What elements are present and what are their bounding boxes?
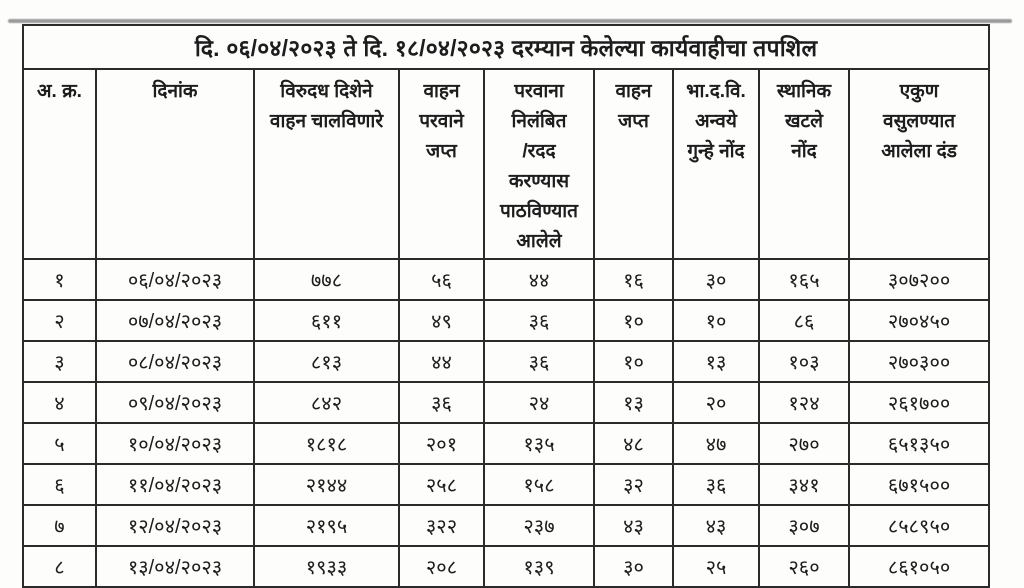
- cell-licenses-sent-for-suspension: १३५: [483, 422, 595, 465]
- cell-date: ०८/०४/२०२३: [95, 340, 255, 383]
- cell-licenses-sent-for-suspension: १३९: [483, 545, 595, 588]
- cell-total-fine-recovered: ६५१३५०: [847, 422, 991, 465]
- table-row: ७ १२/०४/२०२३ २१९५ ३२२ २३७ ४३ ४३ ३०७ ८५८९५०: [22, 504, 991, 547]
- cell-date: ०६/०४/२०२३: [95, 258, 255, 301]
- column-header-local-cases-registered: स्थानिक खटले नोंद: [758, 68, 850, 260]
- cell-date: ०९/०४/२०२३: [95, 381, 255, 424]
- cell-serial-no: ७: [22, 504, 97, 547]
- cell-local-cases-registered: १२४: [758, 381, 850, 424]
- column-header-serial-no: अ. क्र.: [22, 68, 97, 260]
- cell-date: ०७/०४/२०२३: [95, 299, 255, 342]
- cell-wrong-side-driving: २१४४: [253, 463, 400, 506]
- cell-local-cases-registered: ८६: [758, 299, 850, 342]
- cell-serial-no: ८: [22, 545, 97, 588]
- cell-ipc-cases-registered: २५: [672, 545, 760, 588]
- cell-licenses-seized: २०१: [398, 422, 485, 465]
- cell-vehicles-seized: ४८: [593, 422, 674, 465]
- cell-local-cases-registered: ३४१: [758, 463, 850, 506]
- cell-serial-no: ४: [22, 381, 97, 424]
- table-row: ४ ०९/०४/२०२३ ८४२ ३६ २४ १३ २० १२४ २६१७००: [22, 381, 991, 424]
- cell-serial-no: ५: [22, 422, 97, 465]
- cell-ipc-cases-registered: ४३: [672, 504, 760, 547]
- cell-licenses-seized: २०८: [398, 545, 485, 588]
- cell-local-cases-registered: २६०: [758, 545, 850, 588]
- column-header-ipc-cases-registered: भा.द.वि. अन्वये गुन्हे नोंद: [672, 68, 760, 260]
- cell-vehicles-seized: १३: [593, 381, 674, 424]
- column-header-licenses-sent-for-suspension: परवाना निलंबित /रदद करण्यास पाठविण्यात आ…: [483, 68, 595, 260]
- cell-licenses-sent-for-suspension: २३७: [483, 504, 595, 547]
- column-header-licenses-seized: वाहन परवाने जप्त: [398, 68, 485, 260]
- enforcement-report-table: दि. ०६/०४/२०२३ ते दि. १८/०४/२०२३ दरम्यान…: [21, 24, 991, 588]
- table-row: ३ ०८/०४/२०२३ ८१३ ४४ ३६ १० १३ १०३ २७०३००: [22, 340, 991, 383]
- cell-local-cases-registered: ३०७: [758, 504, 850, 547]
- title-row: दि. ०६/०४/२०२३ ते दि. १८/०४/२०२३ दरम्यान…: [21, 24, 991, 70]
- cell-vehicles-seized: ४३: [593, 504, 674, 547]
- cell-licenses-sent-for-suspension: ३६: [483, 340, 595, 383]
- cell-ipc-cases-registered: १३: [672, 340, 760, 383]
- cell-total-fine-recovered: ३०७२००: [847, 258, 991, 301]
- cell-total-fine-recovered: ६७१५००: [847, 463, 991, 506]
- cell-vehicles-seized: १०: [593, 340, 674, 383]
- table-row: ८ १३/०४/२०२३ १९३३ २०८ १३९ ३० २५ २६० ८६१०५०: [22, 545, 991, 588]
- cell-vehicles-seized: ३०: [593, 545, 674, 588]
- cell-licenses-sent-for-suspension: १५८: [483, 463, 595, 506]
- column-header-wrong-side-driving: विरुदध दिशेने वाहन चालविणारे: [253, 68, 400, 260]
- cell-total-fine-recovered: २६१७००: [847, 381, 991, 424]
- cell-wrong-side-driving: १९३३: [253, 545, 400, 588]
- column-header-date: दिनांक: [95, 68, 255, 260]
- cell-date: ११/०४/२०२३: [95, 463, 255, 506]
- cell-wrong-side-driving: १८१८: [253, 422, 400, 465]
- cell-local-cases-registered: १६५: [758, 258, 850, 301]
- table-row: १ ०६/०४/२०२३ ७७८ ५६ ४४ १६ ३० १६५ ३०७२००: [22, 258, 991, 301]
- cell-licenses-seized: २५८: [398, 463, 485, 506]
- cell-total-fine-recovered: २७०४५०: [847, 299, 991, 342]
- header-row: अ. क्र. दिनांक विरुदध दिशेने वाहन चालविणार…: [22, 68, 991, 260]
- cell-date: १३/०४/२०२३: [95, 545, 255, 588]
- cell-wrong-side-driving: ८४२: [253, 381, 400, 424]
- cell-licenses-seized: ३२२: [398, 504, 485, 547]
- cell-wrong-side-driving: ७७८: [253, 258, 400, 301]
- column-header-vehicles-seized: वाहन जप्त: [593, 68, 674, 260]
- scanned-document: दि. ०६/०४/२०२३ ते दि. १८/०४/२०२३ दरम्यान…: [21, 24, 991, 588]
- cell-ipc-cases-registered: ३०: [672, 258, 760, 301]
- cell-licenses-seized: ४४: [398, 340, 485, 383]
- cell-licenses-sent-for-suspension: ३६: [483, 299, 595, 342]
- cell-wrong-side-driving: २१९५: [253, 504, 400, 547]
- table-row: ५ १०/०४/२०२३ १८१८ २०१ १३५ ४८ ४७ २७० ६५१३५०: [22, 422, 991, 465]
- cell-ipc-cases-registered: २०: [672, 381, 760, 424]
- cell-serial-no: ६: [22, 463, 97, 506]
- cell-wrong-side-driving: ६११: [253, 299, 400, 342]
- cell-licenses-sent-for-suspension: ४४: [483, 258, 595, 301]
- cell-total-fine-recovered: ८५८९५०: [847, 504, 991, 547]
- column-header-total-fine-recovered: एकुण वसुलण्यात आलेला दंड: [847, 68, 991, 260]
- cell-licenses-seized: ५६: [398, 258, 485, 301]
- cell-vehicles-seized: १०: [593, 299, 674, 342]
- cell-date: १२/०४/२०२३: [95, 504, 255, 547]
- scan-shadow-line: [8, 19, 1012, 23]
- cell-ipc-cases-registered: ४७: [672, 422, 760, 465]
- cell-ipc-cases-registered: ३६: [672, 463, 760, 506]
- cell-local-cases-registered: १०३: [758, 340, 850, 383]
- table-row: २ ०७/०४/२०२३ ६११ ४९ ३६ १० १० ८६ २७०४५०: [22, 299, 991, 342]
- cell-ipc-cases-registered: १०: [672, 299, 760, 342]
- cell-serial-no: ३: [22, 340, 97, 383]
- cell-vehicles-seized: १६: [593, 258, 674, 301]
- cell-local-cases-registered: २७०: [758, 422, 850, 465]
- page-title: दि. ०६/०४/२०२३ ते दि. १८/०४/२०२३ दरम्यान…: [21, 24, 991, 70]
- table-body: १ ०६/०४/२०२३ ७७८ ५६ ४४ १६ ३० १६५ ३०७२०० २ ०७/०४/२०…: [22, 258, 991, 588]
- cell-licenses-sent-for-suspension: २४: [483, 381, 595, 424]
- cell-licenses-seized: ४९: [398, 299, 485, 342]
- cell-wrong-side-driving: ८१३: [253, 340, 400, 383]
- table-row: ६ ११/०४/२०२३ २१४४ २५८ १५८ ३२ ३६ ३४१ ६७१५००: [22, 463, 991, 506]
- cell-total-fine-recovered: २७०३००: [847, 340, 991, 383]
- cell-vehicles-seized: ३२: [593, 463, 674, 506]
- cell-date: १०/०४/२०२३: [95, 422, 255, 465]
- cell-serial-no: २: [22, 299, 97, 342]
- cell-total-fine-recovered: ८६१०५०: [847, 545, 991, 588]
- cell-serial-no: १: [22, 258, 97, 301]
- cell-licenses-seized: ३६: [398, 381, 485, 424]
